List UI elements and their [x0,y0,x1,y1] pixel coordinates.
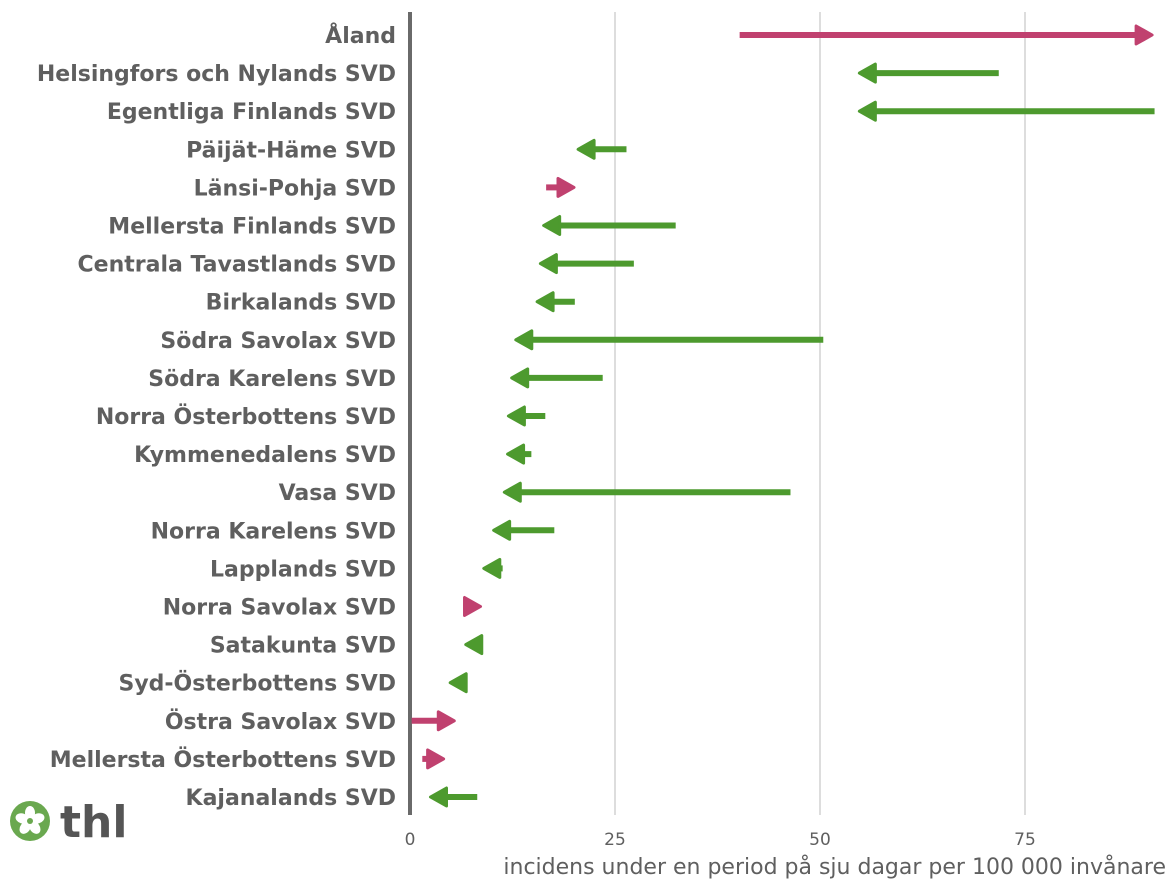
category-label: Vasa SVD [279,481,396,506]
arrow-head [436,710,456,732]
category-label: Birkalands SVD [206,291,396,316]
gridlines [614,12,1026,815]
category-label: Norra Österbottens SVD [96,404,396,430]
arrow-head [506,405,526,427]
category-label: Päijät-Häme SVD [186,138,396,163]
arrow-mark [411,710,456,732]
arrow-mark [514,329,824,351]
arrow-mark [538,253,634,275]
arrow-head [506,443,526,465]
category-label: Helsingfors och Nylands SVD [37,62,396,87]
x-tick-label: 25 [604,830,626,850]
category-label: Norra Karelens SVD [151,519,396,544]
arrow-mark [429,786,478,808]
x-tick-labels: 0 25 50 75 [405,830,1036,850]
arrow-head [510,367,530,389]
x-axis-title: incidens under en period på sju dagar pe… [503,854,1166,880]
arrow-mark [535,291,575,313]
category-label: Syd-Österbottens SVD [118,671,396,697]
x-tick-label: 0 [405,830,416,850]
category-label: Kajanalands SVD [186,786,396,811]
thl-logo: thl [10,797,127,847]
arrow-head [514,329,534,351]
arrow-head [426,748,446,770]
category-label: Mellersta Österbottens SVD [50,747,396,773]
x-tick-label: 75 [1014,830,1036,850]
arrow-head [429,786,448,808]
arrow-head [463,596,483,617]
arrow-mark [739,24,1154,46]
arrow-mark [506,405,546,427]
arrow-mark [857,62,999,84]
arrow-head [1134,24,1154,46]
logo-text: thl [60,797,127,847]
category-label: Lapplands SVD [210,557,396,582]
arrow-mark [502,481,791,503]
category-label: Länsi-Pohja SVD [194,176,396,201]
category-label: Södra Savolax SVD [160,329,396,354]
arrow-head [482,557,502,579]
category-label: Östra Savolax SVD [165,709,396,735]
category-label: Södra Karelens SVD [148,367,396,392]
arrow-mark [542,215,676,236]
arrow-head [538,253,558,275]
category-label: Egentliga Finlands SVD [107,100,396,125]
category-label: Mellersta Finlands SVD [108,215,396,240]
arrow-mark [857,100,1155,122]
arrow-mark [482,557,503,579]
arrow-mark [510,367,603,389]
arrow-head [535,291,555,313]
arrow-mark [464,634,484,656]
category-label: Åland [325,23,396,49]
arrow-mark [576,138,627,160]
arrow-head [502,481,522,503]
arrows [411,24,1155,808]
category-label: Centrala Tavastlands SVD [78,253,396,278]
arrow-head [857,100,877,122]
category-label: Satakunta SVD [210,634,396,659]
category-labels: Åland Helsingfors och Nylands SVD Egentlig… [37,23,396,811]
arrow-head [464,634,484,656]
arrow-mark [422,748,446,770]
arrow-head [492,519,512,541]
category-label: Norra Savolax SVD [163,596,396,621]
arrow-mark [546,176,576,198]
category-label: Kymmenedalens SVD [134,443,396,468]
arrow-head [576,138,596,160]
arrow-mark [463,596,483,617]
arrow-head [542,215,562,236]
arrow-head [448,672,468,694]
arrow-mark [492,519,555,541]
arrow-head [556,176,576,198]
arrow-mark [448,672,468,694]
arrow-head [857,62,877,84]
arrow-mark [506,443,532,465]
x-tick-label: 50 [809,830,831,850]
flower-icon [10,801,50,841]
